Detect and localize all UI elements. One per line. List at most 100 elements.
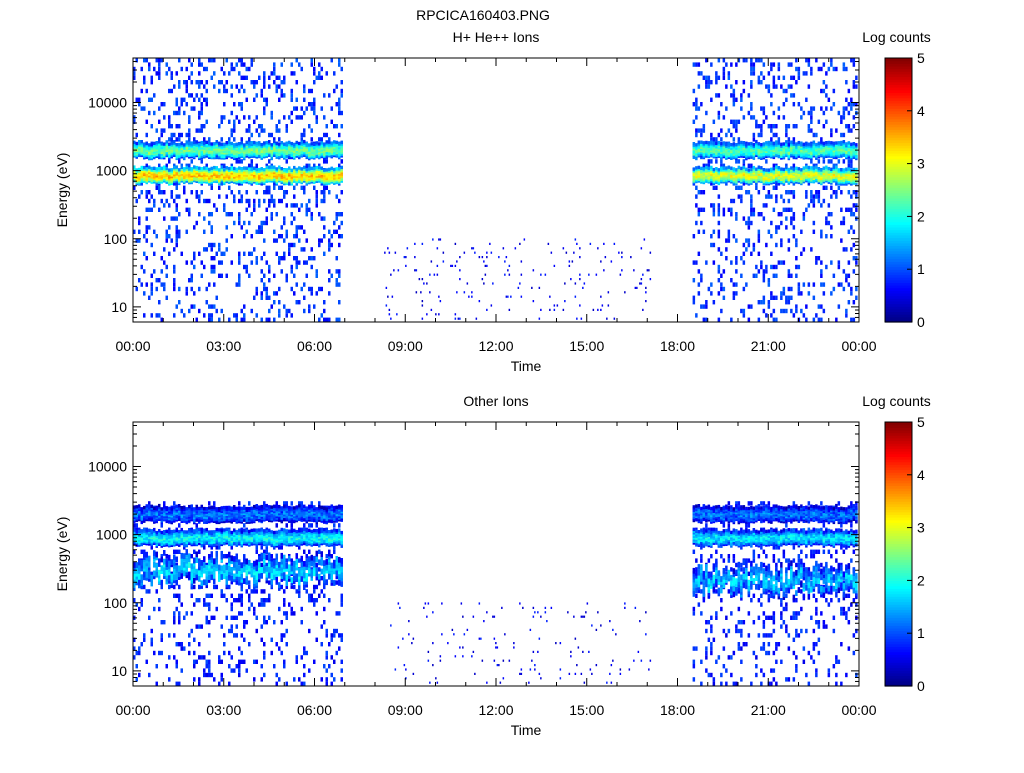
- count-cell: [278, 300, 281, 304]
- band-cell: [763, 142, 766, 145]
- count-cell: [803, 212, 806, 216]
- count-cell: [642, 274, 644, 276]
- count-cell: [848, 164, 851, 168]
- count-cell: [730, 133, 733, 137]
- count-cell: [166, 296, 169, 300]
- count-cell: [338, 269, 341, 273]
- count-cell: [718, 221, 721, 225]
- band-cell: [196, 140, 199, 143]
- count-cell: [750, 67, 753, 71]
- count-cell: [153, 111, 156, 115]
- count-cell: [698, 106, 701, 110]
- band-cell: [193, 141, 196, 144]
- count-cell: [296, 256, 299, 260]
- count-cell: [268, 84, 271, 88]
- count-cell: [336, 102, 339, 106]
- count-cell: [278, 76, 281, 80]
- count-cell: [720, 159, 723, 163]
- count-cell: [733, 234, 736, 238]
- energy-band-1: [693, 165, 858, 185]
- count-cell: [825, 106, 828, 110]
- count-cell: [730, 318, 733, 322]
- count-cell: [218, 186, 221, 190]
- count-cell: [248, 274, 251, 278]
- count-cell: [830, 212, 833, 216]
- count-cell: [166, 238, 169, 242]
- count-cell: [278, 199, 281, 203]
- count-cell: [261, 296, 264, 300]
- count-cell: [153, 199, 156, 203]
- band-cell: [758, 142, 761, 145]
- band-cell: [151, 143, 154, 146]
- count-cell: [323, 234, 326, 238]
- count-cell: [231, 212, 234, 216]
- count-cell: [328, 269, 331, 273]
- count-cell: [825, 93, 828, 97]
- count-cell: [191, 278, 194, 282]
- count-cell: [705, 300, 708, 304]
- count-cell: [482, 278, 484, 280]
- count-cell: [151, 287, 154, 291]
- band-cell: [818, 142, 821, 145]
- count-cell: [256, 128, 259, 132]
- count-cell: [713, 260, 716, 264]
- count-cell: [738, 194, 741, 198]
- band-cell: [843, 140, 846, 143]
- count-cell: [268, 76, 271, 80]
- count-cell: [405, 265, 407, 267]
- count-cell: [805, 58, 808, 62]
- count-cell: [316, 120, 319, 124]
- count-cell: [758, 58, 761, 62]
- band-cell: [263, 141, 266, 144]
- count-cell: [414, 256, 416, 258]
- count-cell: [301, 287, 304, 291]
- count-cell: [148, 67, 151, 71]
- band-cell: [710, 140, 713, 143]
- count-cell: [750, 208, 753, 212]
- count-cell: [624, 291, 626, 293]
- count-cell: [725, 247, 728, 251]
- count-cell: [750, 102, 753, 106]
- count-cell: [341, 67, 344, 71]
- count-cell: [136, 98, 139, 102]
- count-cell: [171, 124, 174, 128]
- count-cell: [420, 291, 422, 293]
- count-cell: [146, 256, 149, 260]
- count-cell: [233, 67, 236, 71]
- count-cell: [178, 124, 181, 128]
- count-cell: [191, 287, 194, 291]
- count-cell: [820, 89, 823, 93]
- band-cell: [211, 142, 214, 145]
- count-cell: [178, 300, 181, 304]
- band-cell: [236, 143, 239, 146]
- count-cell: [763, 269, 766, 273]
- count-cell: [621, 256, 623, 258]
- count-cell: [173, 199, 176, 203]
- count-cell: [193, 256, 196, 260]
- count-cell: [328, 291, 331, 295]
- count-cell: [838, 111, 841, 115]
- count-cell: [753, 247, 756, 251]
- count-cell: [321, 137, 324, 141]
- count-cell: [387, 296, 389, 298]
- count-cell: [278, 98, 281, 102]
- count-cell: [823, 309, 826, 313]
- band-cell: [188, 167, 191, 170]
- count-cell: [278, 234, 281, 238]
- count-cell: [173, 133, 176, 137]
- count-cell: [293, 243, 296, 247]
- count-cell: [303, 247, 306, 251]
- band-cell: [308, 167, 311, 170]
- count-cell: [780, 194, 783, 198]
- count-cell: [633, 269, 635, 271]
- count-cell: [768, 300, 771, 304]
- count-cell: [336, 256, 339, 260]
- count-cell: [765, 269, 768, 273]
- count-cell: [705, 76, 708, 80]
- count-cell: [193, 252, 196, 256]
- band-cell: [281, 141, 284, 144]
- count-cell: [773, 274, 776, 278]
- count-cell: [191, 93, 194, 97]
- count-cell: [820, 230, 823, 234]
- band-cell: [815, 165, 818, 168]
